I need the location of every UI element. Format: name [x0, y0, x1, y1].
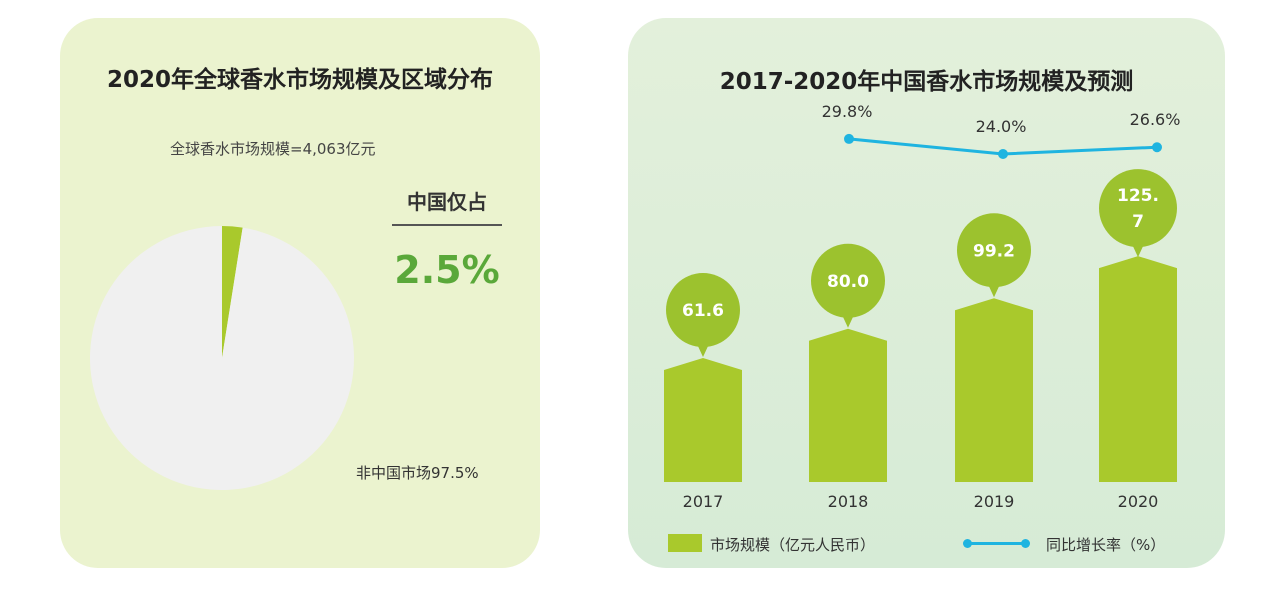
callout-value: 2.5% [394, 248, 500, 292]
callout-label: 中国仅占 [407, 190, 487, 214]
growth-label: 26.6% [1130, 110, 1181, 129]
bar-value-label: 80.0 [827, 272, 869, 292]
legend-bar-label: 市场规模（亿元人民币） [710, 536, 876, 554]
legend-line-label: 同比增长率（%） [1046, 536, 1166, 554]
pie-slice-label: 非中国市场97.5% [356, 464, 479, 482]
growth-point [844, 133, 854, 144]
bar-value-label: 61.6 [682, 301, 724, 321]
legend-line-dot [963, 539, 972, 548]
value-bubble [811, 243, 885, 318]
x-tick-label: 2020 [1118, 492, 1159, 511]
growth-label: 29.8% [822, 102, 873, 121]
bar-2020 [1099, 256, 1177, 482]
legend-line-dot [1021, 539, 1030, 548]
value-bubble [1099, 169, 1177, 248]
pie-subtitle: 全球香水市场规模=4,063亿元 [170, 140, 376, 158]
x-tick-label: 2017 [683, 492, 724, 511]
pie-title: 2020年全球香水市场规模及区域分布 [106, 67, 493, 93]
legend-line-swatch [966, 542, 1026, 545]
bar-2019 [955, 298, 1033, 482]
x-tick-label: 2018 [828, 492, 869, 511]
growth-point [998, 149, 1008, 159]
bar-value-label: 99.2 [973, 241, 1015, 261]
x-tick-label: 2019 [974, 492, 1015, 511]
bar-value-label: 7 [1132, 212, 1144, 232]
callout-divider [392, 224, 502, 226]
value-bubble [957, 213, 1031, 288]
value-bubble [666, 273, 740, 348]
pie-slice-1 [89, 226, 354, 491]
bar-2017 [664, 358, 742, 482]
legend-bar-swatch [668, 534, 702, 552]
bar-2018 [809, 328, 887, 482]
growth-label: 24.0% [976, 117, 1027, 136]
bar-value-label: 125. [1117, 186, 1159, 206]
growth-point [1152, 142, 1162, 153]
bubble-pointer [1132, 244, 1144, 258]
pie-slice-0 [222, 226, 243, 358]
bubble-pointer [697, 344, 709, 358]
bar-title: 2017-2020年中国香水市场规模及预测 [719, 69, 1134, 95]
bubble-pointer [842, 314, 854, 328]
bubble-pointer [988, 284, 1000, 298]
